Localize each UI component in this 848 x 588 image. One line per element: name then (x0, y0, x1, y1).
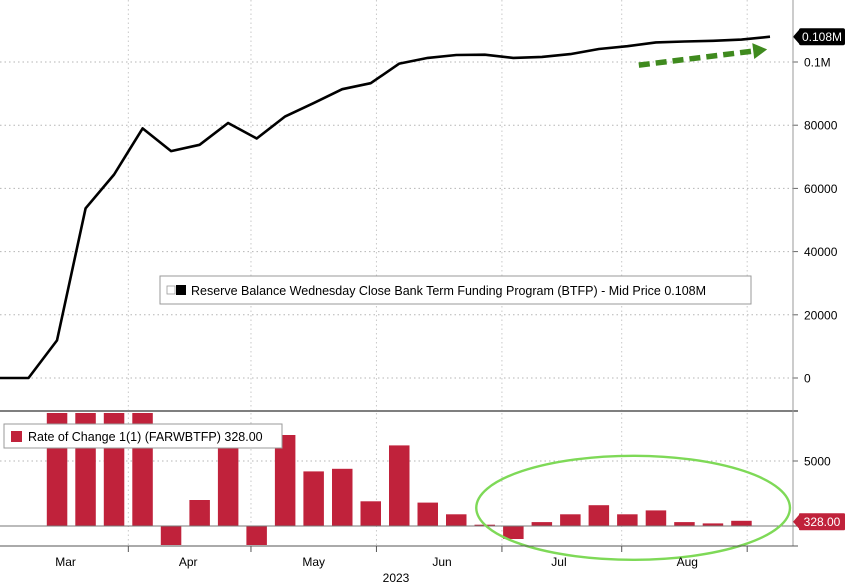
rate-of-change-bar (731, 520, 752, 526)
top-y-tick-label: 60000 (804, 182, 838, 196)
bottom-panel: 5000 328.00 Rate of Change 1(1) (FARWBTF… (0, 413, 845, 561)
rate-of-change-bar (160, 526, 182, 545)
x-month-labels: Mar Apr May Jun Jul Aug (55, 555, 698, 569)
top-legend-label: Reserve Balance Wednesday Close Bank Ter… (191, 284, 706, 298)
rate-of-change-bar (217, 436, 239, 526)
rate-of-change-bar (189, 500, 210, 526)
arrow-head (752, 43, 768, 60)
bottom-last-value-marker: 328.00 (793, 513, 845, 531)
rate-of-change-bar (360, 501, 381, 526)
reserve-balance-line (0, 35, 771, 380)
rate-of-change-bar (617, 514, 638, 526)
x-year-label: 2023 (383, 571, 410, 585)
highlight-ellipse (475, 454, 792, 561)
top-last-value-label: 0.108M (802, 30, 842, 44)
top-y-tick-label: 40000 (804, 245, 838, 259)
rate-of-change-bar (503, 526, 524, 539)
rate-of-change-bar (246, 526, 267, 545)
top-gridlines (0, 0, 793, 410)
bottom-legend: Rate of Change 1(1) (FARWBTFP) 328.00 (3, 423, 283, 449)
rate-of-change-bar (674, 522, 695, 526)
x-month-label: Aug (677, 555, 698, 569)
rate-of-change-bar (446, 514, 467, 526)
top-legend-swatch (176, 285, 186, 295)
rate-of-change-bar (531, 522, 553, 526)
x-month-label: Mar (55, 555, 76, 569)
top-y-axis: 0 20000 40000 60000 80000 0.1M (793, 56, 838, 386)
top-y-tick-label: 20000 (804, 308, 838, 322)
rate-of-change-bar (303, 471, 324, 526)
rate-of-change-bar (588, 505, 610, 526)
x-month-label: Jun (432, 555, 451, 569)
top-legend: Reserve Balance Wednesday Close Bank Ter… (159, 275, 752, 305)
x-month-label: Apr (179, 555, 198, 569)
x-month-label: Jul (551, 555, 566, 569)
bottom-legend-swatch (11, 431, 22, 442)
top-last-value-marker: 0.108M (793, 28, 845, 46)
arrow-shaft (638, 48, 754, 68)
rate-of-change-bar (332, 468, 353, 526)
top-y-tick-label: 0 (804, 372, 811, 386)
x-axis: Mar Apr May Jun Jul Aug 2023 (0, 545, 798, 585)
top-panel: 0 20000 40000 60000 80000 0.1M 0.108M Reserve… (0, 0, 845, 410)
highlight-ellipse-annotation (475, 454, 792, 561)
rate-of-change-bar (417, 502, 438, 526)
x-month-separators (127, 546, 748, 552)
top-y-tick-label: 80000 (804, 119, 838, 133)
rate-of-change-bar (389, 445, 410, 526)
trend-arrow-annotation (638, 43, 768, 68)
rate-of-change-bar (274, 435, 296, 526)
rate-of-change-bar (702, 523, 724, 526)
bottom-y-axis: 5000 (793, 455, 831, 527)
bottom-legend-label: Rate of Change 1(1) (FARWBTFP) 328.00 (28, 430, 263, 444)
top-y-tick-label: 0.1M (804, 56, 831, 70)
bottom-last-value-label: 328.00 (804, 515, 841, 529)
rate-of-change-bar (560, 514, 581, 526)
bottom-y-tick-label: 5000 (804, 455, 831, 469)
x-month-label: May (302, 555, 325, 569)
rate-of-change-bar (645, 510, 667, 526)
